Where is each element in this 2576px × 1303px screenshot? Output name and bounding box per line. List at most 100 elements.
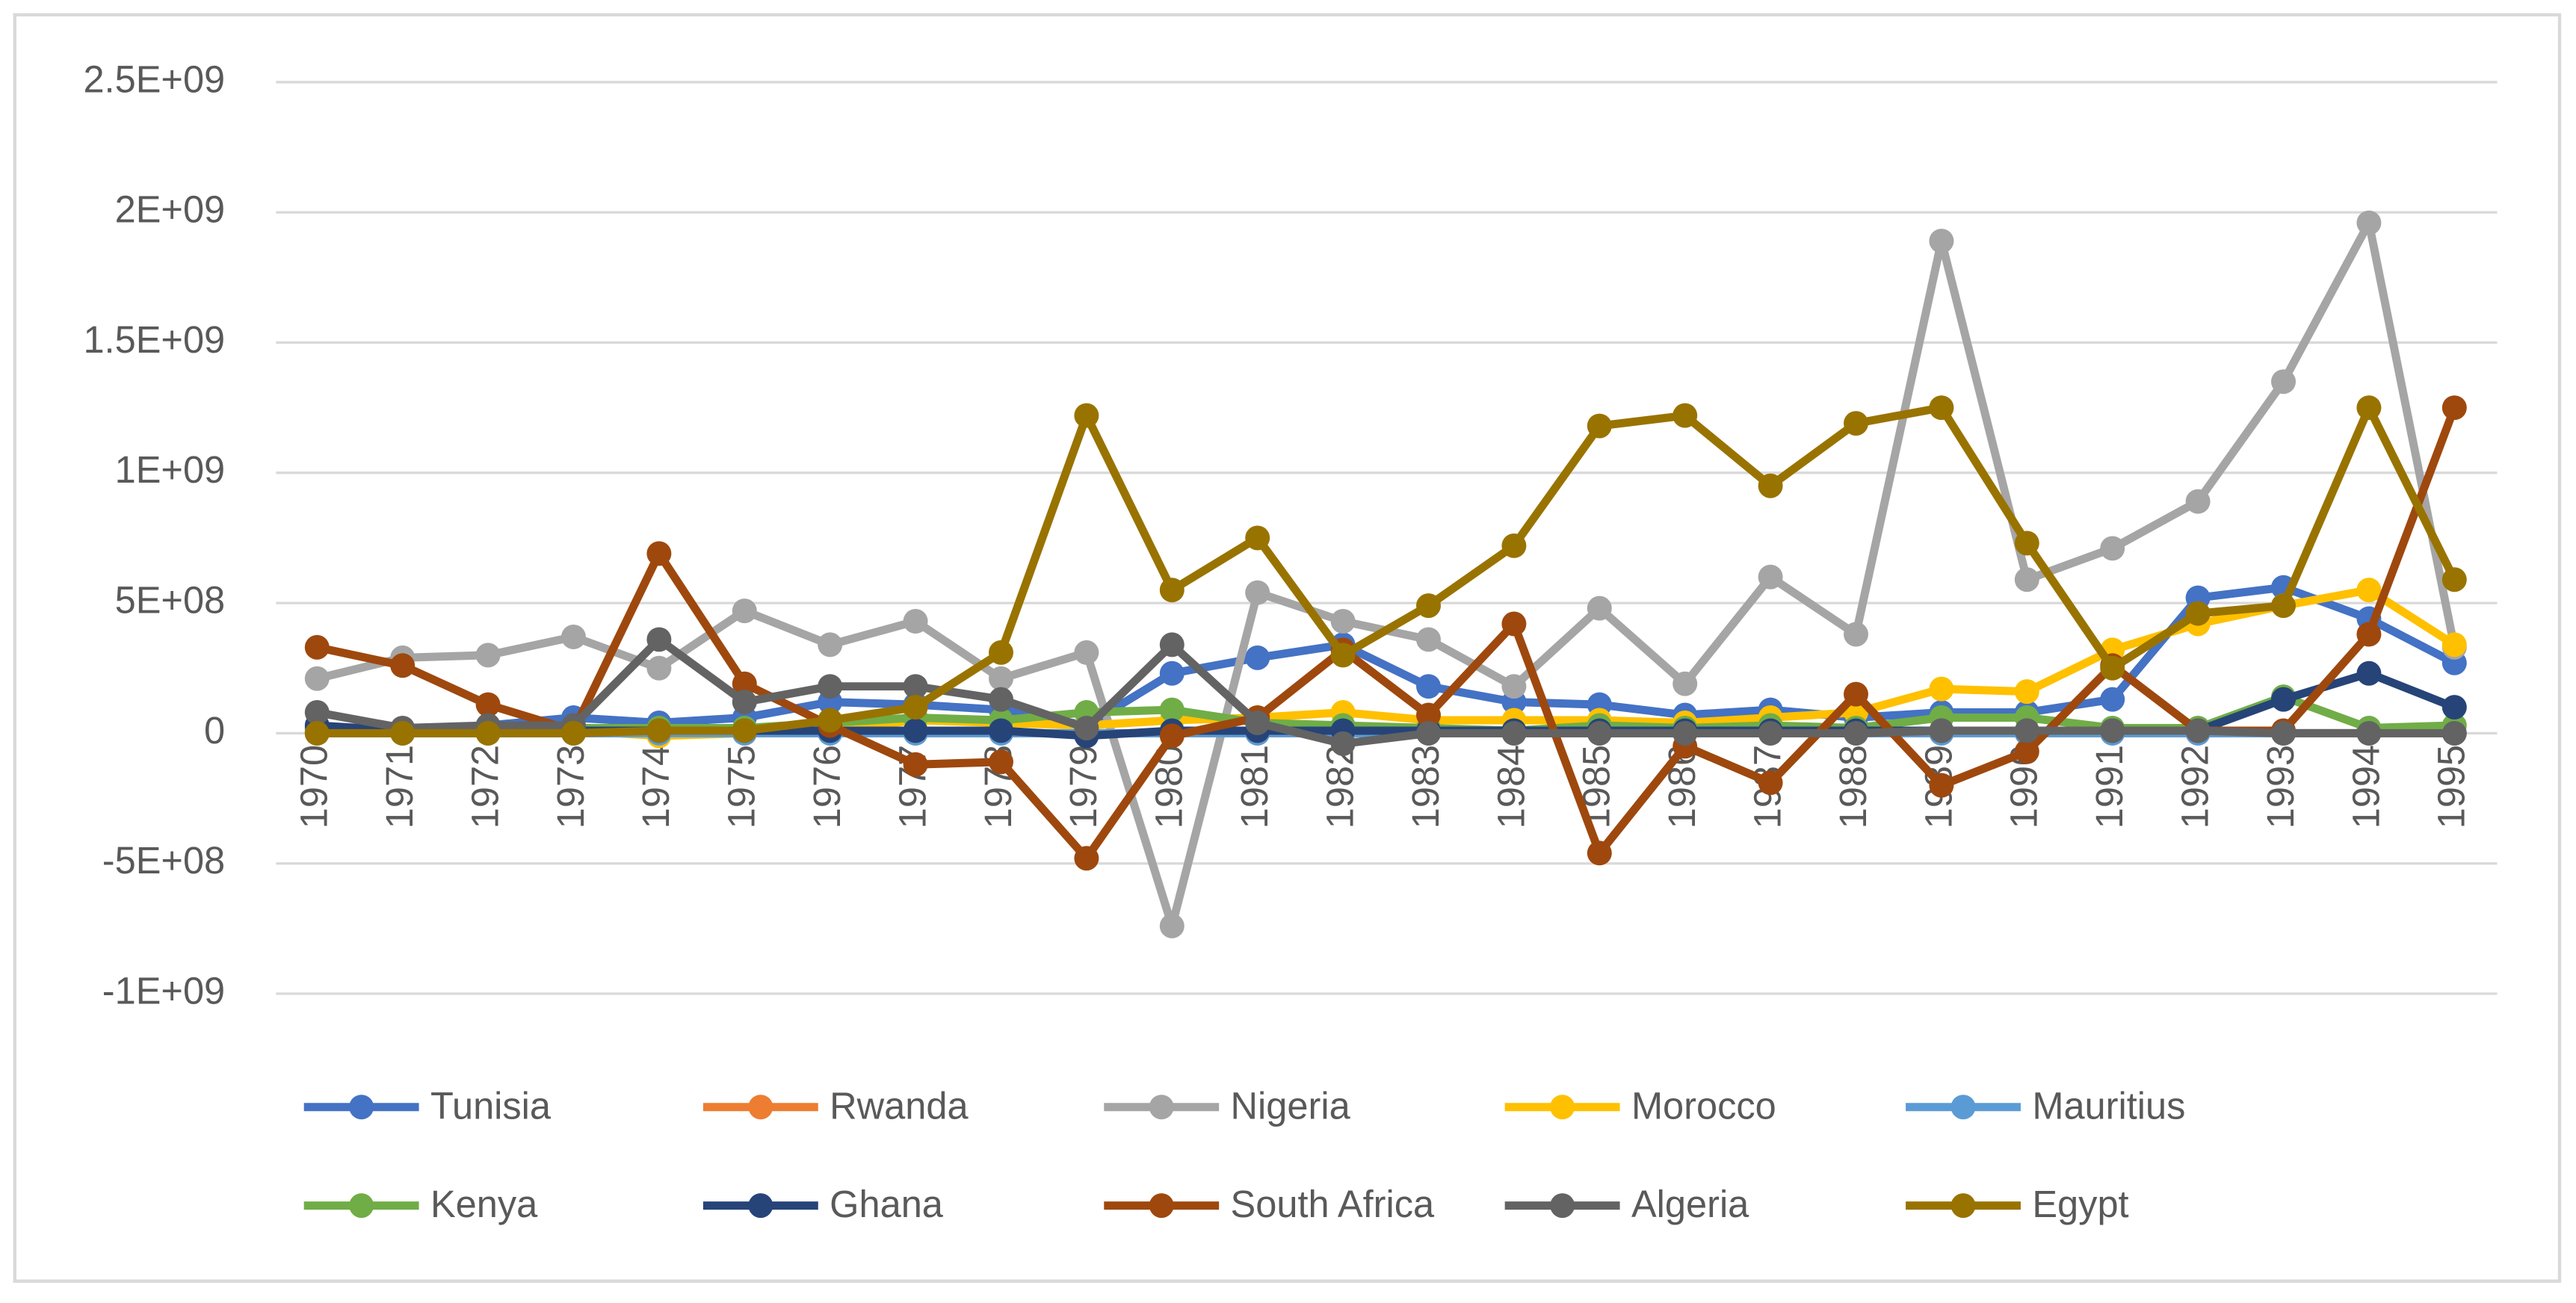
data-point — [1245, 525, 1270, 551]
legend-label: Rwanda — [830, 1084, 969, 1127]
data-point — [2441, 695, 2467, 720]
data-point — [2185, 718, 2211, 743]
data-point — [1245, 645, 1270, 670]
data-point — [818, 708, 843, 733]
legend-label: Tunisia — [430, 1084, 552, 1127]
legend-swatch-marker — [349, 1095, 374, 1120]
y-tick-label: -1E+09 — [102, 969, 225, 1012]
data-point — [1929, 773, 1954, 798]
data-point — [1416, 702, 1441, 728]
data-point — [732, 598, 757, 624]
data-point — [1330, 731, 1356, 756]
x-tick-label: 1982 — [1318, 745, 1361, 829]
data-point — [304, 634, 330, 660]
data-point — [1074, 715, 1099, 740]
data-point — [475, 720, 501, 746]
x-tick-label: 1981 — [1233, 745, 1276, 829]
y-tick-label: 2E+09 — [115, 188, 226, 231]
legend-swatch-marker — [349, 1193, 374, 1219]
data-point — [2441, 720, 2467, 746]
legend-swatch-marker — [748, 1193, 773, 1219]
data-point — [2271, 593, 2297, 619]
data-point — [2356, 660, 2382, 686]
data-point — [1758, 720, 1783, 746]
data-point — [1672, 403, 1698, 428]
data-point — [2356, 395, 2382, 421]
data-point — [989, 749, 1013, 775]
data-point — [390, 653, 416, 678]
data-point — [732, 718, 757, 743]
data-point — [646, 627, 672, 652]
data-point — [2014, 530, 2039, 556]
data-point — [1587, 720, 1612, 746]
legend-swatch-marker — [1950, 1095, 1976, 1120]
data-point — [475, 643, 501, 668]
data-point — [1159, 697, 1184, 722]
data-point — [732, 671, 757, 696]
data-point — [903, 752, 928, 777]
data-point — [1159, 913, 1184, 938]
data-point — [2441, 567, 2467, 592]
data-point — [2014, 739, 2039, 764]
legend-label: Ghana — [830, 1183, 944, 1225]
data-point — [2100, 655, 2125, 681]
data-point — [646, 718, 672, 743]
data-point — [2271, 369, 2297, 394]
x-tick-label: 1979 — [1062, 745, 1105, 829]
data-point — [1758, 770, 1783, 796]
data-point — [1758, 564, 1783, 589]
data-point — [1587, 841, 1612, 866]
x-tick-label: 1973 — [549, 745, 592, 829]
data-point — [1501, 720, 1527, 746]
y-tick-label: -5E+08 — [102, 839, 225, 882]
data-point — [1416, 720, 1441, 746]
data-point — [1844, 622, 1868, 647]
legend-label: South Africa — [1231, 1183, 1435, 1225]
data-point — [1501, 611, 1527, 637]
data-point — [475, 692, 501, 717]
x-tick-label: 1983 — [1404, 745, 1447, 829]
data-point — [732, 690, 757, 715]
y-tick-label: 0 — [204, 709, 225, 752]
x-tick-label: 1994 — [2344, 745, 2387, 829]
data-point — [1672, 671, 1698, 696]
data-point — [818, 674, 843, 699]
data-point — [1245, 710, 1270, 735]
data-point — [2441, 632, 2467, 657]
x-tick-label: 1971 — [378, 745, 421, 829]
data-point — [1587, 413, 1612, 439]
data-point — [2100, 687, 2125, 712]
data-point — [903, 718, 928, 743]
data-point — [903, 674, 928, 699]
data-point — [2014, 679, 2039, 705]
data-point — [1245, 580, 1270, 605]
data-point — [304, 720, 330, 746]
x-tick-label: 1970 — [293, 745, 336, 829]
data-point — [2271, 687, 2297, 712]
data-point — [2014, 718, 2039, 743]
data-point — [1159, 660, 1184, 686]
legend-label: Mauritius — [2032, 1084, 2185, 1127]
legend-label: Egypt — [2032, 1183, 2128, 1225]
x-tick-label: 1975 — [720, 745, 763, 829]
data-point — [1159, 578, 1184, 603]
data-point — [1501, 533, 1527, 558]
data-point — [1929, 676, 1954, 702]
data-point — [560, 624, 586, 649]
x-tick-label: 1991 — [2088, 745, 2131, 829]
x-tick-label: 1974 — [634, 745, 677, 829]
data-point — [1672, 720, 1698, 746]
data-point — [1159, 723, 1184, 749]
data-point — [1929, 395, 1954, 421]
data-point — [2185, 489, 2211, 514]
legend-label: Morocco — [1631, 1084, 1776, 1127]
y-tick-label: 5E+08 — [115, 578, 226, 621]
x-tick-label: 1988 — [1832, 745, 1874, 829]
series-line — [317, 403, 2459, 737]
data-point — [818, 632, 843, 657]
data-point — [1844, 681, 1868, 707]
series-line — [316, 635, 2455, 748]
data-point — [2356, 578, 2382, 603]
